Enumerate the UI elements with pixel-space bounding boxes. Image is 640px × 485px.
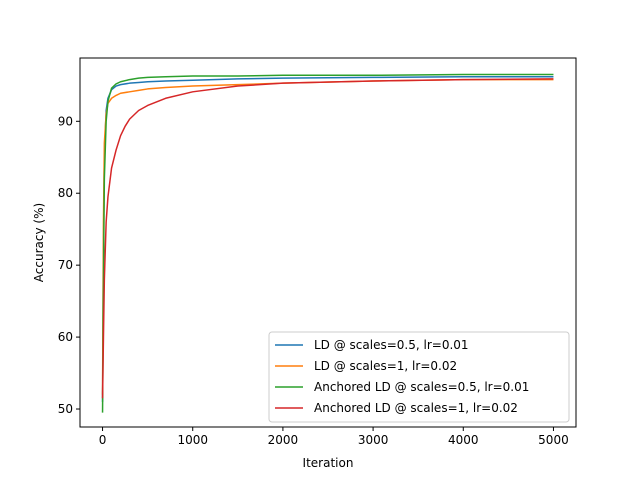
y-tick-label-3: 80 [58, 186, 73, 200]
legend-label-3: Anchored LD @ scales=1, lr=0.02 [314, 401, 518, 415]
x-axis-label: Iteration [303, 456, 354, 470]
series-line-2 [101, 73, 554, 413]
y-tick-label-0: 50 [58, 402, 73, 416]
legend-box [268, 331, 570, 423]
series-layer [101, 73, 554, 413]
legend-label-1: LD @ scales=1, lr=0.02 [314, 359, 457, 373]
x-tick-label-0: 0 [99, 433, 107, 447]
x-tick-label-3: 3000 [358, 433, 389, 447]
legend-label-2: Anchored LD @ scales=0.5, lr=0.01 [314, 380, 529, 394]
ticks-layer: 0 1000 2000 3000 4000 5000 50 60 70 80 90 [58, 114, 569, 447]
x-tick-label-5: 5000 [538, 433, 569, 447]
y-tick-label-2: 70 [58, 258, 73, 272]
x-tick-label-4: 4000 [448, 433, 479, 447]
legend: LD @ scales=0.5, lr=0.01 LD @ scales=1, l… [268, 331, 570, 423]
y-axis-label: Accuracy (%) [32, 203, 46, 282]
x-tick-label-1: 1000 [177, 433, 208, 447]
legend-label-0: LD @ scales=0.5, lr=0.01 [314, 338, 469, 352]
y-tick-label-1: 60 [58, 330, 73, 344]
y-tick-label-4: 90 [58, 114, 73, 128]
x-tick-label-2: 2000 [268, 433, 299, 447]
plot-frame [79, 57, 577, 428]
series-line-3 [101, 78, 554, 399]
